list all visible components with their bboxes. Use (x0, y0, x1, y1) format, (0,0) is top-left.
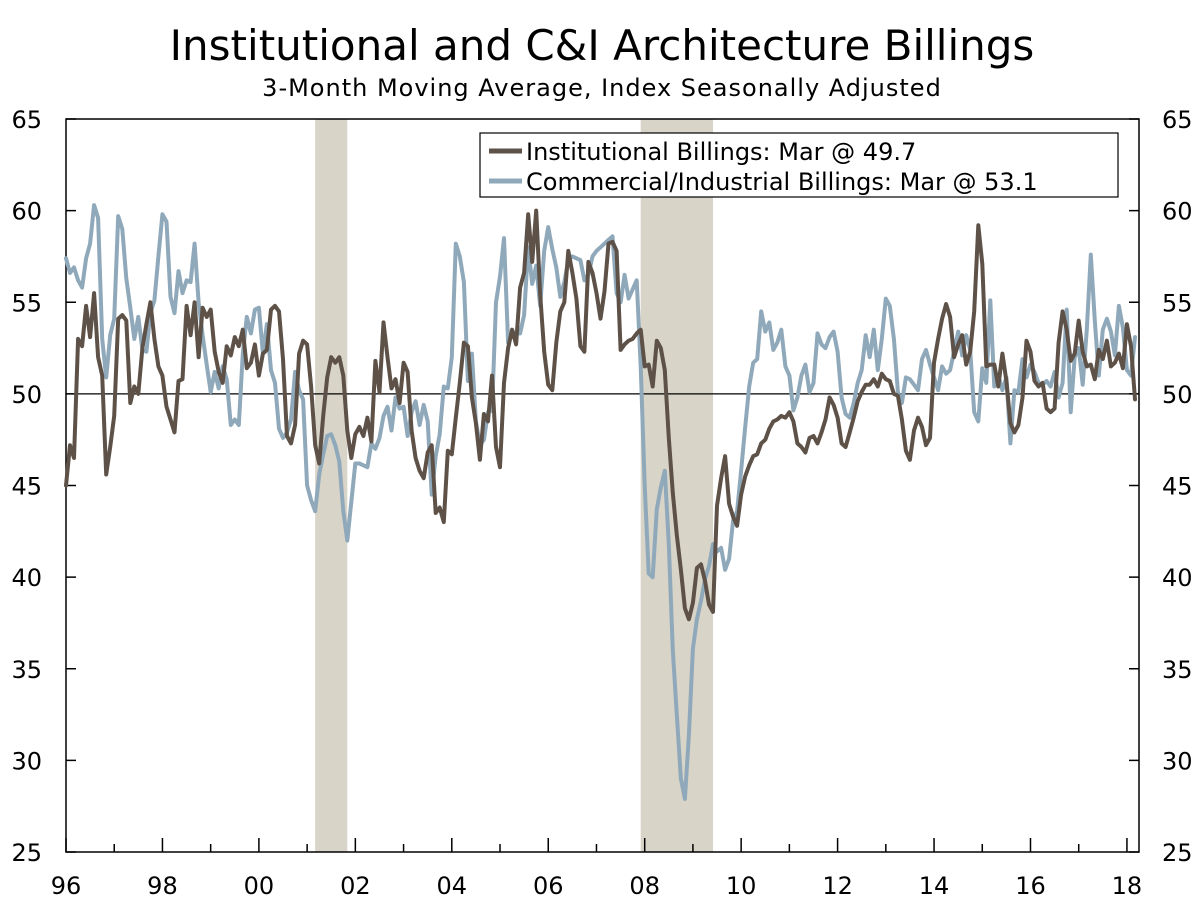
y-tick-label-right-45: 45 (1162, 473, 1193, 501)
y-tick-label-left-25: 25 (11, 839, 42, 867)
y-tick-label-right-60: 60 (1162, 198, 1193, 226)
chart-subtitle: 3-Month Moving Average, Index Seasonally… (262, 74, 942, 102)
x-tick-label-08: 08 (629, 872, 660, 900)
x-tick-label-04: 04 (437, 872, 468, 900)
y-tick-label-right-65: 65 (1162, 106, 1193, 134)
x-tick-label-14: 14 (919, 872, 950, 900)
y-axis-left: 25 30 35 40 45 50 55 60 65 (11, 106, 76, 867)
y-tick-label-right-35: 35 (1162, 656, 1193, 684)
y-tick-label-right-50: 50 (1162, 381, 1193, 409)
legend-box (479, 132, 1119, 198)
x-tick-label-16: 16 (1015, 872, 1046, 900)
x-tick-label-10: 10 (726, 872, 757, 900)
x-axis: 96 98 00 02 04 06 08 10 12 14 16 18 (51, 838, 1142, 900)
y-tick-label-left-30: 30 (11, 747, 42, 775)
series-line-institutional (64, 208, 1137, 622)
recession-bands (315, 119, 714, 852)
x-tick-label-12: 12 (822, 872, 853, 900)
y-tick-label-left-50: 50 (11, 381, 42, 409)
y-tick-label-left-35: 35 (11, 656, 42, 684)
legend-label-institutional: Institutional Billings: Mar @ 49.7 (526, 138, 916, 166)
x-tick-label-98: 98 (147, 872, 178, 900)
y-axis-right: 25 30 35 40 45 50 55 60 65 (1129, 106, 1193, 867)
y-tick-label-left-40: 40 (11, 564, 42, 592)
x-tick-label-06: 06 (533, 872, 564, 900)
y-tick-label-right-55: 55 (1162, 289, 1193, 317)
y-tick-label-left-65: 65 (11, 106, 42, 134)
y-tick-label-right-40: 40 (1162, 564, 1193, 592)
legend-label-commercial: Commercial/Industrial Billings: Mar @ 53… (526, 168, 1038, 196)
series-lines (64, 203, 1137, 801)
chart-title: Institutional and C&I Architecture Billi… (170, 21, 1035, 70)
y-tick-label-right-30: 30 (1162, 747, 1193, 775)
y-tick-label-left-45: 45 (11, 473, 42, 501)
y-tick-label-left-60: 60 (11, 198, 42, 226)
x-tick-label-00: 00 (244, 872, 275, 900)
y-tick-label-left-55: 55 (11, 289, 42, 317)
x-tick-label-96: 96 (51, 872, 82, 900)
x-tick-label-02: 02 (340, 872, 371, 900)
x-tick-label-18: 18 (1112, 872, 1143, 900)
legend: Institutional Billings: Mar @ 49.7 Comme… (479, 132, 1119, 198)
y-tick-label-right-25: 25 (1162, 839, 1193, 867)
